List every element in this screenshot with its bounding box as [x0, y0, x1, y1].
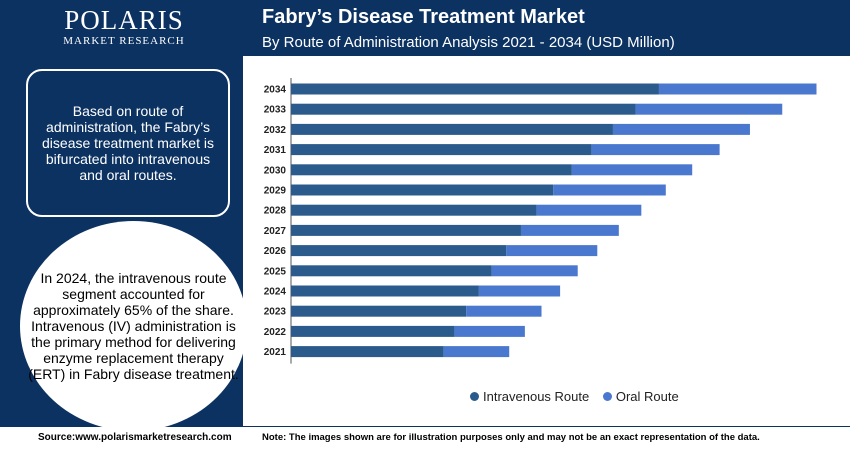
bar-intravenous — [291, 103, 636, 115]
chart-legend: Intravenous Route Oral Route — [470, 389, 689, 404]
bar-oral — [491, 265, 578, 277]
bar-oral — [635, 103, 783, 115]
bar-intravenous — [291, 184, 554, 196]
bar-oral — [553, 184, 666, 196]
bar-intravenous — [291, 83, 659, 95]
y-tick-label: 2028 — [264, 206, 287, 217]
logo-name: POLARIS — [64, 5, 184, 35]
bar-intravenous — [291, 144, 592, 156]
bar-oral — [443, 346, 510, 358]
legend-swatch-intravenous — [470, 392, 479, 401]
header-band — [0, 0, 850, 56]
legend-label-oral: Oral Route — [615, 389, 679, 404]
y-tick-label: 2025 — [264, 266, 287, 277]
chart-subtitle: By Route of Administration Analysis 2021… — [262, 34, 675, 51]
bar-oral — [466, 305, 542, 317]
bar-oral — [658, 83, 817, 95]
legend-swatch-oral — [602, 392, 612, 401]
bar-intravenous — [291, 245, 507, 257]
disclaimer-note: Note: The images shown are for illustrat… — [262, 432, 760, 443]
bar-intravenous — [291, 204, 537, 216]
bar-oral — [612, 123, 750, 135]
y-tick-label: 2021 — [264, 347, 287, 358]
highlight-circle: In 2024, the intravenous route segment a… — [20, 221, 247, 431]
y-tick-label: 2034 — [264, 85, 287, 96]
bar-intravenous — [291, 265, 492, 277]
bar-intravenous — [291, 224, 521, 236]
bar-oral — [536, 204, 642, 216]
bar-chart: 2034 2033 2032 2031 2030 2029 2028 2027 2026 2025… — [264, 78, 817, 364]
y-tick-label: 2027 — [264, 226, 287, 237]
company-logo: POLARIS MARKET RESEARCH — [54, 6, 194, 48]
bar-intravenous — [291, 285, 479, 297]
legend-label-intravenous: Intravenous Route — [483, 389, 590, 404]
bar-intravenous — [291, 305, 467, 317]
y-tick-label: 2026 — [264, 246, 287, 257]
y-tick-label: 2029 — [264, 186, 287, 197]
bar-oral — [478, 285, 561, 297]
bar-oral — [454, 325, 525, 337]
logo-tagline: MARKET RESEARCH — [63, 35, 185, 47]
summary-box: Based on route of administration, the Fa… — [26, 69, 230, 217]
bar-oral — [591, 144, 720, 156]
summary-text: Based on route of administration, the Fa… — [42, 103, 214, 183]
bar-intravenous — [291, 346, 444, 358]
source-text: Source:www.polarismarketresearch.com — [38, 432, 232, 443]
bar-intravenous — [291, 123, 613, 135]
legend-item-intravenous: Intravenous Route — [470, 389, 589, 404]
bar-oral — [506, 245, 598, 257]
y-tick-label: 2031 — [264, 145, 287, 156]
y-tick-label: 2022 — [264, 327, 287, 338]
highlight-text: In 2024, the intravenous route segment a… — [28, 270, 239, 382]
y-tick-label: 2033 — [264, 105, 287, 116]
chart-title: Fabry’s Disease Treatment Market — [262, 6, 585, 28]
y-tick-label: 2024 — [264, 287, 287, 298]
bar-oral — [520, 224, 619, 236]
y-tick-label: 2030 — [264, 165, 287, 176]
bar-oral — [571, 164, 693, 176]
bar-intravenous — [291, 325, 455, 337]
y-tick-label: 2032 — [264, 125, 287, 136]
legend-item-oral: Oral Route — [602, 389, 679, 404]
y-tick-label: 2023 — [264, 307, 287, 318]
bar-intravenous — [291, 164, 572, 176]
